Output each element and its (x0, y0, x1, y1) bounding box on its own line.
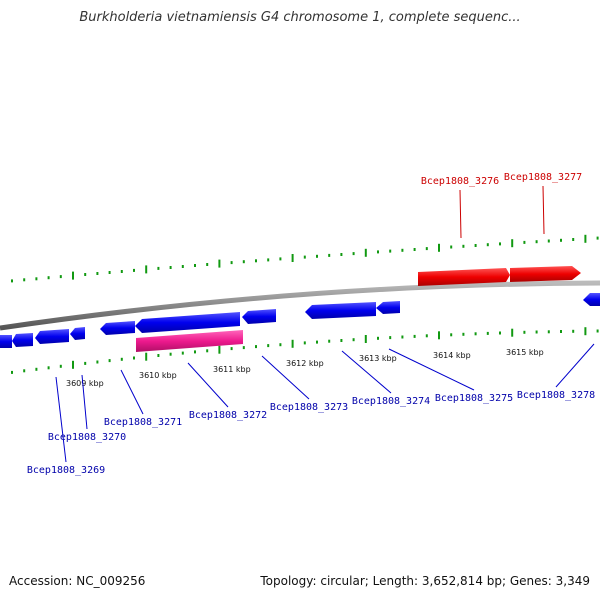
kbp-label-3609: 3609 kbp (66, 379, 104, 388)
accession-text: Accession: NC_009256 (9, 574, 146, 588)
tick-marks (11, 234, 599, 374)
gene-bcep1808-3273[interactable] (305, 302, 376, 319)
gene-fragment-d[interactable] (242, 309, 276, 324)
svg-text:Bcep1808_3273: Bcep1808_3273 (270, 402, 348, 413)
label-bcep1808-3273[interactable]: Bcep1808_3273 (261, 355, 348, 413)
gene-bcep1808-3278[interactable] (583, 293, 600, 306)
label-bcep1808-3270[interactable]: Bcep1808_3270 (48, 374, 126, 443)
svg-text:Bcep1808_3271: Bcep1808_3271 (104, 417, 182, 428)
svg-text:Bcep1808_3270: Bcep1808_3270 (48, 432, 126, 443)
label-bcep1808-3271[interactable]: Bcep1808_3271 (104, 369, 182, 428)
gene-fragment-left[interactable] (0, 335, 12, 348)
gene-bcep1808-3272-reverse[interactable] (135, 312, 240, 333)
kbp-label-3614: 3614 kbp (433, 351, 471, 360)
kbp-label-3610: 3610 kbp (139, 371, 177, 380)
kbp-label-3615: 3615 kbp (506, 348, 544, 357)
gene-fragment-b[interactable] (35, 329, 69, 344)
label-bcep1808-3278[interactable]: Bcep1808_3278 (517, 343, 595, 401)
label-bcep1808-3272[interactable]: Bcep1808_3272 (187, 362, 267, 421)
svg-text:Bcep1808_3274: Bcep1808_3274 (352, 396, 430, 407)
gene-bcep1808-3274[interactable] (376, 301, 400, 314)
gene-fragment-a[interactable] (12, 333, 33, 347)
label-bcep1808-3269[interactable]: Bcep1808_3269 (27, 376, 105, 476)
kbp-label-3611: 3611 kbp (213, 365, 251, 374)
genome-backbone (0, 280, 600, 331)
svg-text:Bcep1808_3276: Bcep1808_3276 (421, 176, 499, 187)
label-bcep1808-3274[interactable]: Bcep1808_3274 (341, 350, 430, 407)
kbp-label-3613: 3613 kbp (359, 354, 397, 363)
gene-bcep1808-3271[interactable] (100, 321, 135, 335)
label-bcep1808-3275[interactable]: Bcep1808_3275 (388, 348, 513, 404)
map-title: Burkholderia vietnamiensis G4 chromosome… (79, 10, 521, 25)
svg-text:Bcep1808_3277: Bcep1808_3277 (504, 172, 582, 183)
genome-stats-text: Topology: circular; Length: 3,652,814 bp… (260, 574, 590, 588)
gene-bcep1808-3276[interactable] (418, 268, 510, 286)
label-bcep1808-3277[interactable]: Bcep1808_3277 (504, 172, 582, 235)
svg-text:Bcep1808_3278: Bcep1808_3278 (517, 390, 595, 401)
gene-bcep1808-3277[interactable] (510, 266, 581, 282)
svg-text:Bcep1808_3275: Bcep1808_3275 (435, 393, 513, 404)
gene-fragment-c[interactable] (70, 327, 85, 340)
svg-text:Bcep1808_3269: Bcep1808_3269 (27, 465, 105, 476)
label-bcep1808-3276[interactable]: Bcep1808_3276 (421, 176, 499, 239)
svg-text:Bcep1808_3272: Bcep1808_3272 (189, 410, 267, 421)
gene-bcep1808-3272-selected[interactable] (136, 330, 243, 352)
kbp-label-3612: 3612 kbp (286, 359, 324, 368)
